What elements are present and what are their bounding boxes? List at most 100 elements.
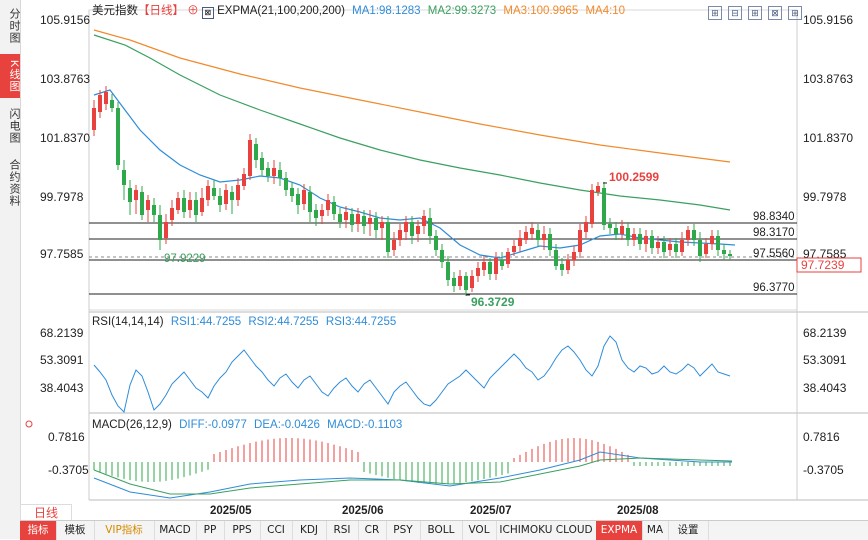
high-label: 100.2599 — [609, 170, 659, 184]
candle-body — [392, 240, 396, 250]
tab-psy[interactable]: PSY — [386, 521, 421, 540]
chart-toolbar: ⊞ ⊟ ⊞ ⊠ ⊞ — [702, 3, 802, 21]
candle-body — [620, 226, 624, 234]
candle-body — [116, 108, 120, 165]
candle-body — [542, 234, 546, 240]
price-axis-right-1: 105.9156 — [803, 13, 853, 27]
tab-macd[interactable]: MACD — [154, 521, 197, 540]
candle-body — [536, 230, 540, 240]
ma3-line — [93, 29, 731, 163]
candle-body — [134, 190, 138, 200]
tab-indicator[interactable]: 指标 — [20, 521, 57, 540]
tab-rsi[interactable]: RSI — [326, 521, 359, 540]
candle-body — [182, 198, 186, 212]
candle-body — [344, 212, 348, 220]
restore-icon[interactable]: ⊠ — [768, 6, 782, 20]
zoom-out-icon[interactable]: ⊟ — [728, 6, 742, 20]
tab-contract-info[interactable]: 合约资料 — [8, 159, 20, 207]
period-label[interactable]: 【日线】 — [138, 5, 184, 17]
candle-body — [554, 250, 558, 266]
candle-body — [164, 222, 168, 238]
rsi1-value: RSI1:44.7255 — [170, 316, 242, 328]
candle-body — [500, 260, 504, 266]
tab-settings[interactable]: 设置 — [668, 521, 709, 540]
tab-ichimoku-cloud[interactable]: ICHIMOKU CLOUD — [496, 521, 597, 540]
candle-body — [596, 186, 600, 192]
candle-body — [470, 276, 474, 288]
macd-legend: MACD(26,12,9) DIFF:-0.0977 DEA:-0.0426 M… — [92, 419, 402, 431]
candle-body — [506, 252, 510, 264]
candle-body — [272, 168, 276, 176]
macd-value: MACD:-0.1103 — [327, 419, 403, 431]
zoom-in-icon[interactable]: ⊞ — [708, 6, 722, 20]
candle-body — [104, 92, 108, 104]
tab-cci[interactable]: CCI — [260, 521, 293, 540]
expma-title: EXPMA(21,100,200,200) — [217, 5, 345, 17]
candle-body — [338, 214, 342, 222]
candle-body — [632, 234, 636, 240]
tab-flash[interactable]: 闪电图 — [8, 108, 20, 144]
tab-kdj[interactable]: KDJ — [292, 521, 327, 540]
level-label-2: 98.3170 — [753, 227, 795, 239]
rsi-axis-left-2: 53.3091 — [40, 353, 84, 367]
chart-canvas[interactable]: 105.9156 103.8763 101.8370 99.7978 97.75… — [0, 0, 868, 520]
tab-kline[interactable]: K线图 — [0, 54, 20, 98]
level-label-1: 98.8340 — [753, 211, 795, 223]
fullscreen-icon[interactable]: ⊞ — [788, 6, 802, 20]
candle-body — [332, 202, 336, 214]
expand-icon[interactable]: ⊞ — [748, 6, 762, 20]
macd-dea: DEA:-0.0426 — [254, 419, 320, 431]
tab-expma[interactable]: EXPMA — [596, 521, 643, 540]
ma2-value: MA2:99.3273 — [427, 5, 497, 17]
candle-body — [248, 140, 252, 176]
candle-body — [398, 230, 402, 240]
rsi3-value: RSI3:44.7255 — [325, 316, 397, 328]
candle-body — [602, 188, 606, 225]
rsi-line-group — [93, 335, 731, 413]
tab-template[interactable]: 模板 — [56, 521, 95, 540]
candle-body — [98, 95, 102, 112]
tab-pps[interactable]: PPS — [224, 521, 261, 540]
price-axis-right-3: 101.8370 — [803, 131, 853, 145]
price-axis-left-2: 103.8763 — [40, 72, 90, 86]
tab-timeshare[interactable]: 分时图 — [8, 8, 20, 44]
settings-icon[interactable]: ⊕ — [187, 5, 199, 17]
rsi-title: RSI(14,14,14) — [92, 316, 164, 328]
indicator-tab-bar: 指标 模板 VIP指标 MACD PP PPS CCI KDJ RSI CR P… — [20, 520, 868, 540]
candle-body — [578, 230, 582, 252]
rsi-line — [93, 335, 731, 413]
date-label-2: 2025/06 — [342, 505, 384, 517]
candle-body — [218, 196, 222, 205]
candle-body — [452, 278, 456, 286]
current-price-label: 97.7239 — [801, 258, 845, 272]
price-axis-left-4: 99.7978 — [40, 190, 84, 204]
tab-cr[interactable]: CR — [358, 521, 387, 540]
candle-body — [290, 188, 294, 196]
candle-body — [194, 200, 198, 215]
candle-body — [446, 262, 450, 280]
candle-body — [206, 186, 210, 200]
candle-body — [626, 228, 630, 240]
rsi-axis-right-3: 38.4043 — [803, 381, 847, 395]
candle-body — [422, 216, 426, 226]
macd-dea-line — [93, 457, 733, 495]
price-pane-border — [88, 9, 798, 311]
candle-body — [728, 254, 732, 256]
candle-body — [230, 192, 234, 200]
tab-ma[interactable]: MA — [642, 521, 669, 540]
tab-vol[interactable]: VOL — [462, 521, 497, 540]
tab-boll[interactable]: BOLL — [420, 521, 463, 540]
candle-body — [356, 214, 360, 224]
expma-toggle-icon[interactable]: ⊠ — [201, 7, 214, 19]
candle-body — [242, 174, 246, 186]
candle-body — [236, 185, 240, 200]
candle-body — [260, 158, 264, 170]
rsi2-value: RSI2:44.7255 — [248, 316, 319, 328]
tab-vip-indicator[interactable]: VIP指标 — [94, 521, 155, 540]
candle-body — [512, 246, 516, 252]
symbol-name: 美元指数 — [92, 5, 138, 17]
candle-body — [314, 210, 318, 218]
tab-pp[interactable]: PP — [196, 521, 225, 540]
candle-body — [566, 260, 570, 270]
candle-body — [308, 192, 312, 212]
